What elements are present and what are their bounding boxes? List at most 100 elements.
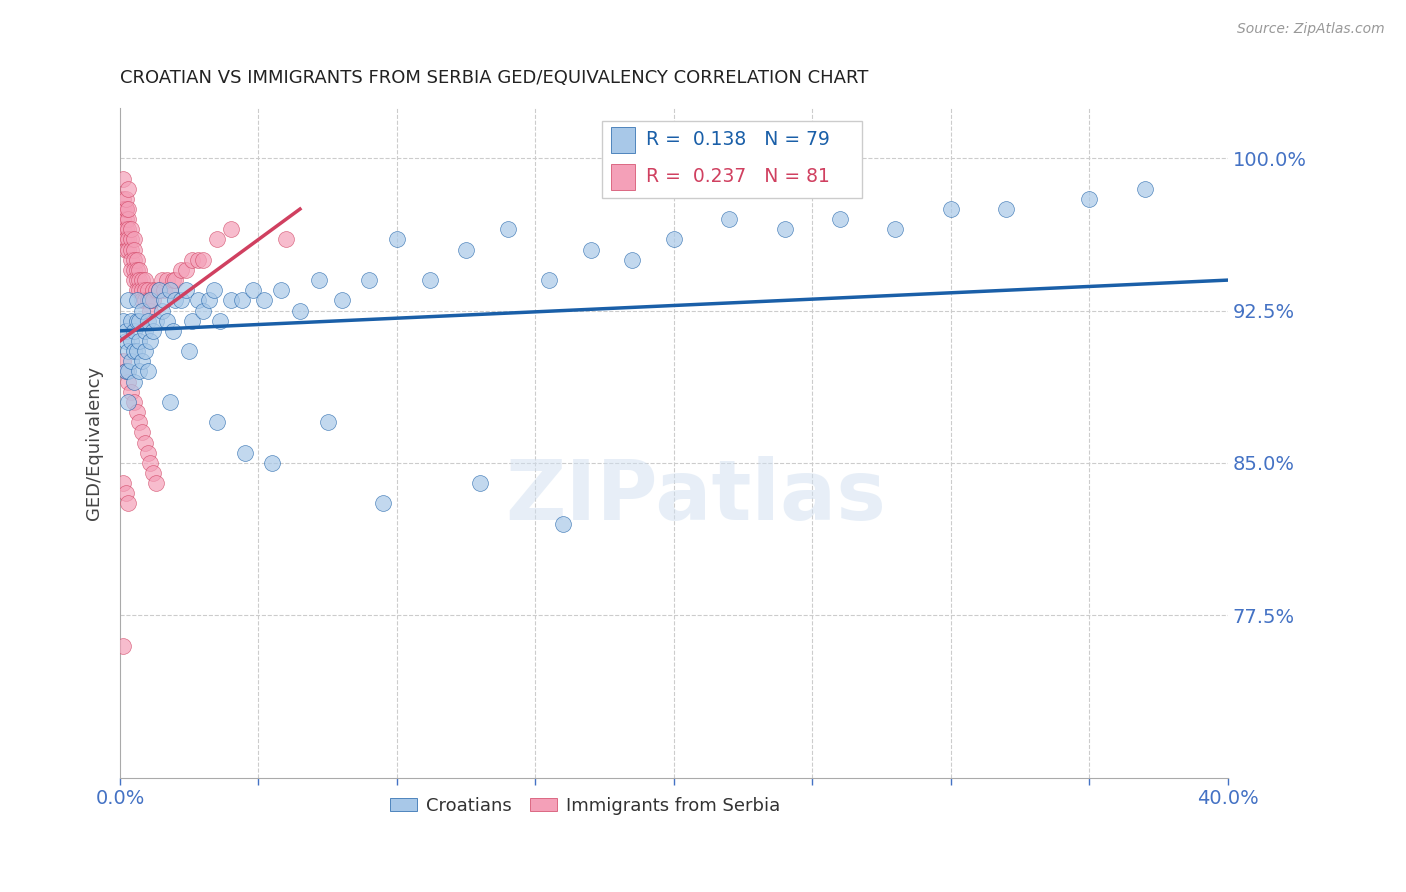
Immigrants from Serbia [114, 202, 136, 216]
Immigrants from Serbia [128, 283, 150, 297]
Croatians [136, 364, 159, 378]
Immigrants from Serbia [117, 232, 139, 246]
Croatians [242, 283, 264, 297]
Croatians [114, 324, 136, 338]
Immigrants from Serbia [114, 222, 136, 236]
Immigrants from Serbia [114, 243, 136, 257]
Immigrants from Serbia [162, 273, 184, 287]
Immigrants from Serbia [117, 212, 139, 227]
Croatians [142, 324, 165, 338]
Croatians [359, 273, 381, 287]
Immigrants from Serbia [111, 212, 134, 227]
Immigrants from Serbia [111, 639, 134, 653]
Text: R =  0.138   N = 79: R = 0.138 N = 79 [647, 130, 830, 149]
Immigrants from Serbia [111, 232, 134, 246]
Croatians [153, 293, 176, 308]
Croatians [139, 293, 162, 308]
Croatians [205, 415, 228, 429]
Croatians [231, 293, 253, 308]
Croatians [131, 303, 153, 318]
Immigrants from Serbia [139, 293, 162, 308]
Croatians [538, 273, 561, 287]
Immigrants from Serbia [111, 354, 134, 368]
Immigrants from Serbia [159, 283, 181, 297]
Croatians [253, 293, 276, 308]
FancyBboxPatch shape [602, 121, 862, 198]
Croatians [122, 344, 145, 359]
Croatians [371, 496, 394, 510]
Croatians [128, 364, 150, 378]
Immigrants from Serbia [148, 283, 170, 297]
Immigrants from Serbia [114, 202, 136, 216]
Immigrants from Serbia [114, 192, 136, 206]
Croatians [233, 446, 256, 460]
Immigrants from Serbia [122, 232, 145, 246]
Croatians [202, 283, 225, 297]
Croatians [148, 283, 170, 297]
Text: CROATIAN VS IMMIGRANTS FROM SERBIA GED/EQUIVALENCY CORRELATION CHART: CROATIAN VS IMMIGRANTS FROM SERBIA GED/E… [120, 69, 869, 87]
Immigrants from Serbia [120, 263, 142, 277]
Legend: Croatians, Immigrants from Serbia: Croatians, Immigrants from Serbia [382, 789, 787, 822]
Immigrants from Serbia [150, 273, 173, 287]
Croatians [159, 395, 181, 409]
Croatians [122, 375, 145, 389]
Croatians [150, 303, 173, 318]
Immigrants from Serbia [114, 486, 136, 500]
Croatians [122, 324, 145, 338]
Croatians [128, 314, 150, 328]
Croatians [117, 364, 139, 378]
Immigrants from Serbia [117, 243, 139, 257]
Immigrants from Serbia [276, 232, 298, 246]
Immigrants from Serbia [111, 171, 134, 186]
Immigrants from Serbia [128, 263, 150, 277]
Immigrants from Serbia [181, 252, 204, 267]
Immigrants from Serbia [134, 293, 156, 308]
Croatians [120, 354, 142, 368]
Croatians [1078, 192, 1101, 206]
Immigrants from Serbia [191, 252, 214, 267]
Croatians [139, 334, 162, 348]
Immigrants from Serbia [131, 293, 153, 308]
Immigrants from Serbia [117, 496, 139, 510]
Croatians [197, 293, 219, 308]
Croatians [718, 212, 741, 227]
Croatians [111, 314, 134, 328]
Croatians [496, 222, 519, 236]
Immigrants from Serbia [111, 192, 134, 206]
Immigrants from Serbia [219, 222, 242, 236]
Croatians [125, 314, 148, 328]
Croatians [262, 456, 284, 470]
Immigrants from Serbia [111, 476, 134, 491]
Croatians [468, 476, 491, 491]
Croatians [128, 334, 150, 348]
Croatians [385, 232, 408, 246]
Immigrants from Serbia [114, 232, 136, 246]
Text: Source: ZipAtlas.com: Source: ZipAtlas.com [1237, 22, 1385, 37]
Immigrants from Serbia [125, 273, 148, 287]
Croatians [117, 293, 139, 308]
Croatians [145, 314, 167, 328]
Croatians [456, 243, 478, 257]
Immigrants from Serbia [122, 395, 145, 409]
Immigrants from Serbia [142, 466, 165, 480]
Text: R =  0.237   N = 81: R = 0.237 N = 81 [647, 167, 830, 186]
Croatians [156, 314, 179, 328]
Immigrants from Serbia [176, 263, 198, 277]
Immigrants from Serbia [120, 222, 142, 236]
Croatians [125, 293, 148, 308]
Y-axis label: GED/Equivalency: GED/Equivalency [86, 366, 103, 520]
Immigrants from Serbia [117, 222, 139, 236]
Immigrants from Serbia [128, 273, 150, 287]
Croatians [114, 334, 136, 348]
Croatians [1133, 182, 1156, 196]
Croatians [288, 303, 311, 318]
Immigrants from Serbia [165, 273, 187, 287]
Immigrants from Serbia [156, 273, 179, 287]
Immigrants from Serbia [122, 273, 145, 287]
Immigrants from Serbia [114, 364, 136, 378]
Immigrants from Serbia [120, 384, 142, 399]
Immigrants from Serbia [136, 293, 159, 308]
Croatians [191, 303, 214, 318]
Immigrants from Serbia [120, 243, 142, 257]
Immigrants from Serbia [122, 252, 145, 267]
